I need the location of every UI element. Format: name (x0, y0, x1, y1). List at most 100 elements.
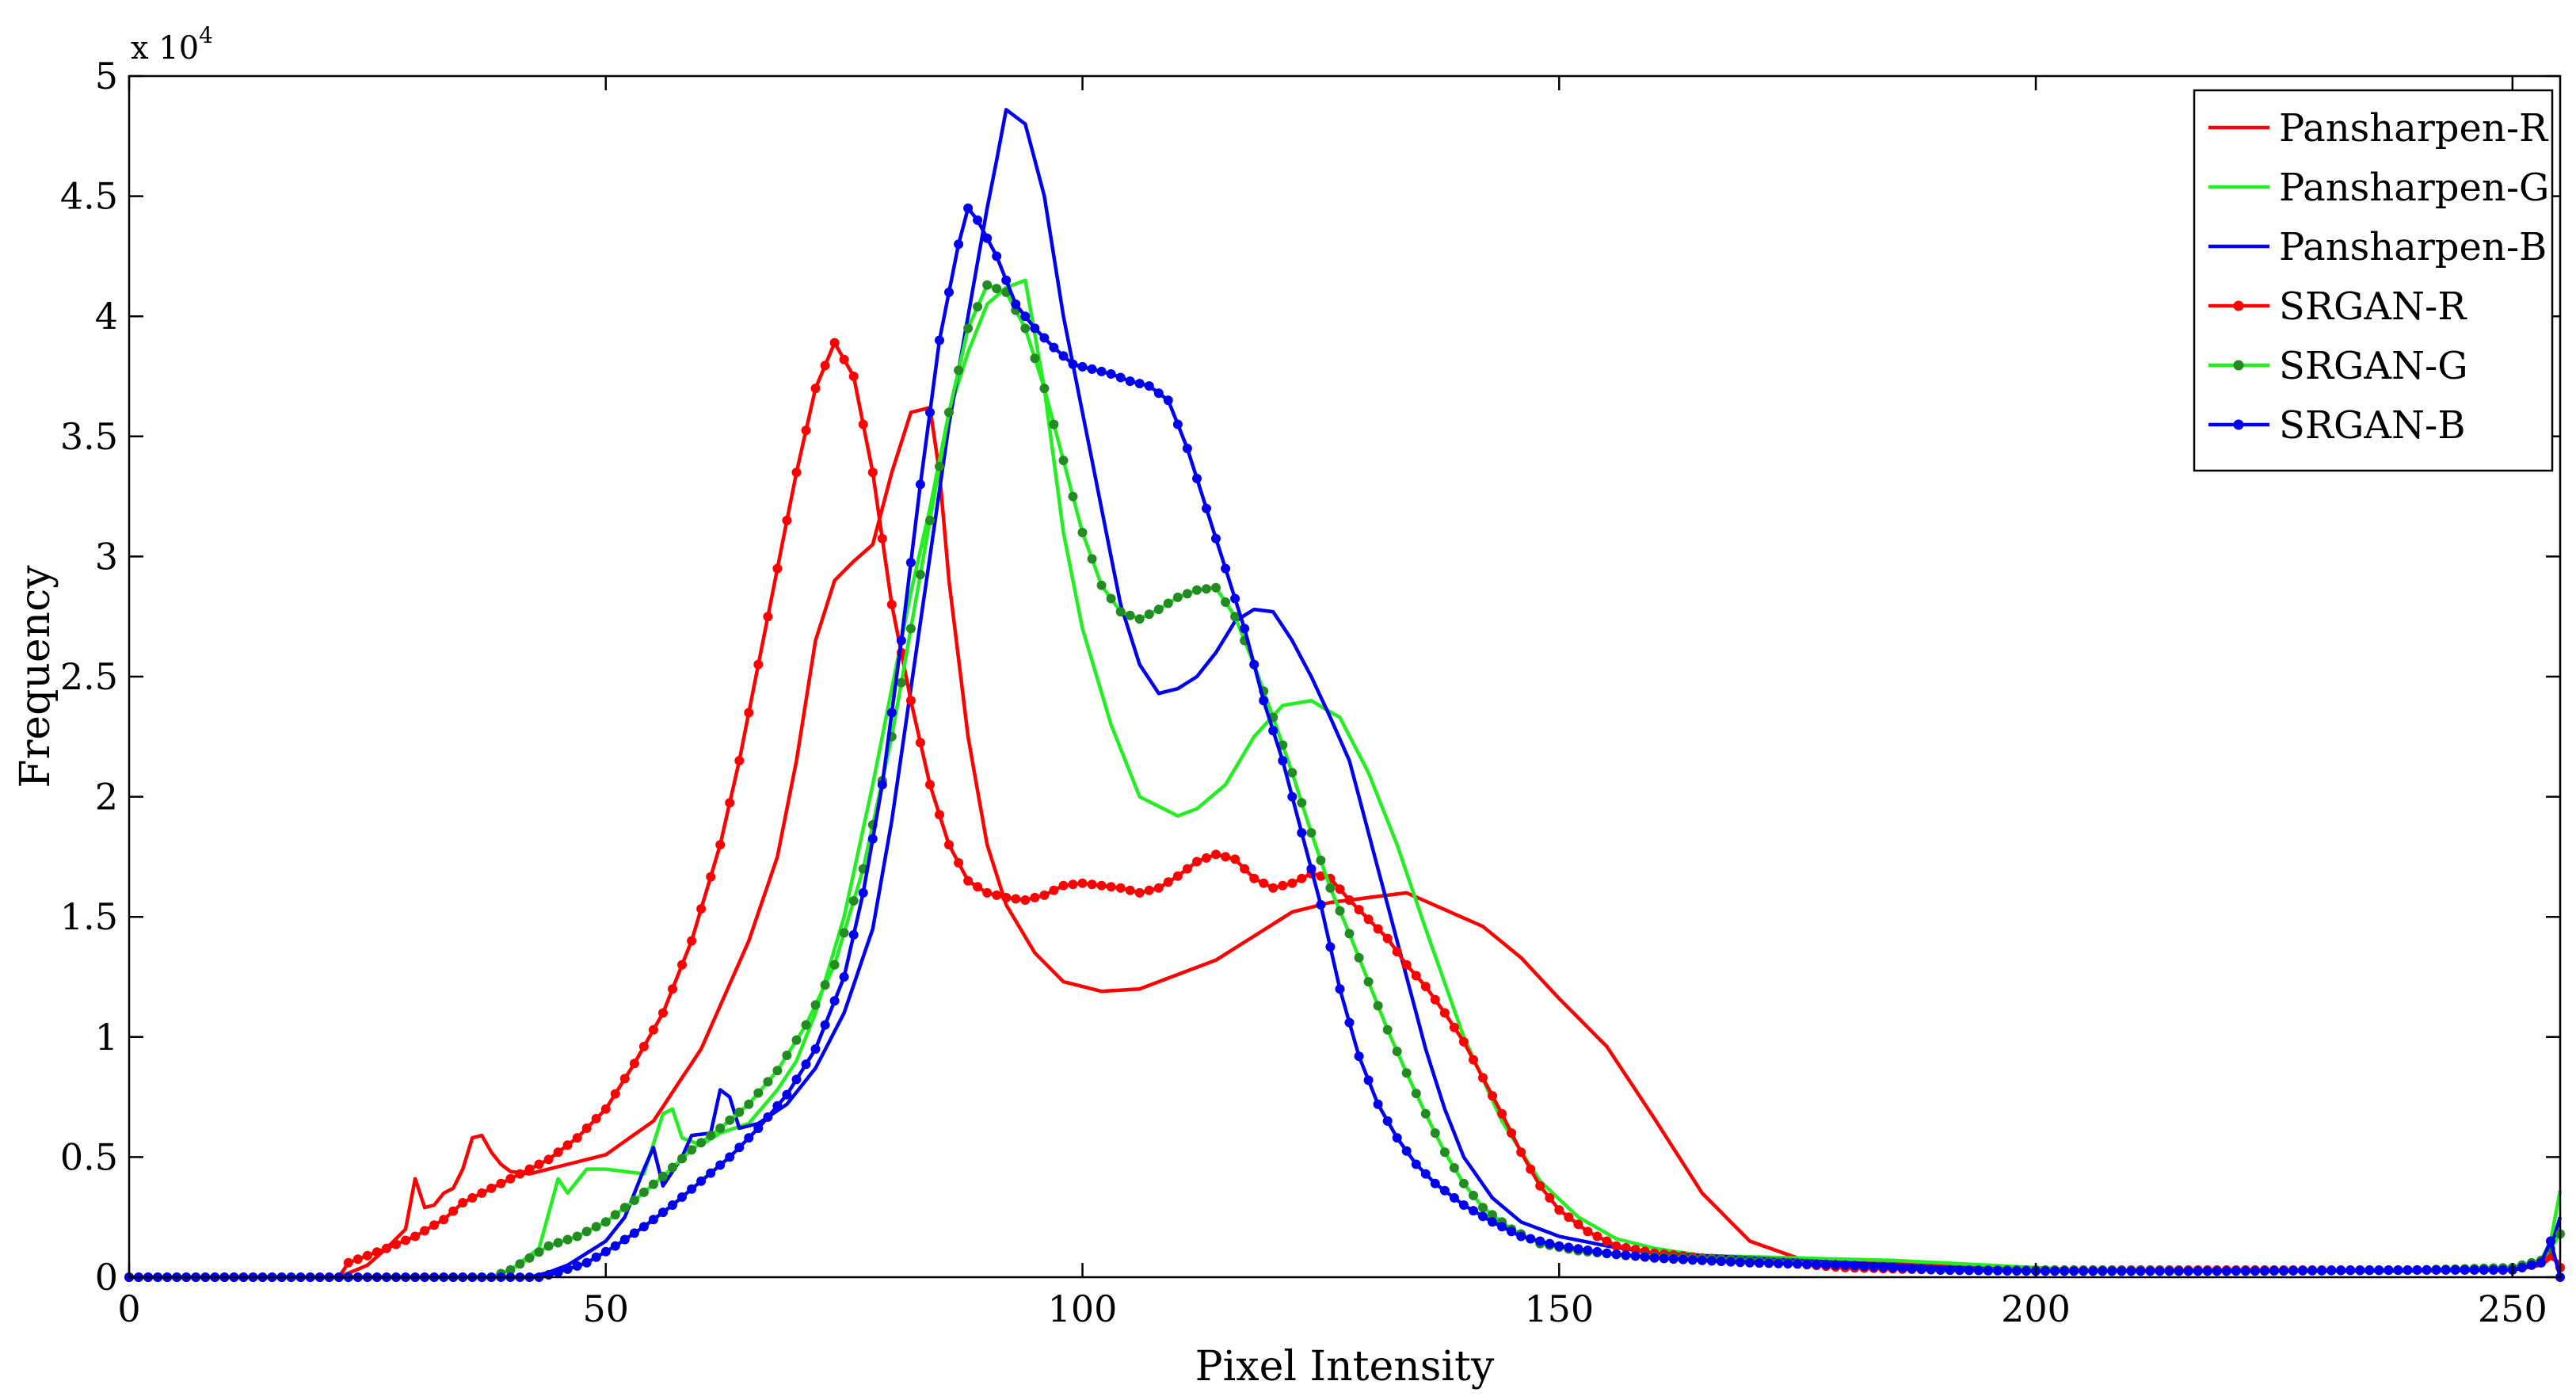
data-point (1716, 1257, 1726, 1266)
data-point (1840, 1260, 1850, 1270)
data-point (973, 882, 983, 892)
data-point (553, 1238, 563, 1248)
data-point (839, 972, 849, 982)
data-point (2240, 1266, 2250, 1276)
legend-item-pansharpen-r: Pansharpen-R (2208, 106, 2549, 151)
data-point (1192, 473, 1202, 483)
data-point (963, 875, 974, 886)
data-point (1001, 892, 1012, 902)
data-point (1935, 1265, 1945, 1275)
data-point (935, 461, 944, 471)
data-point (954, 858, 964, 868)
data-point (696, 1138, 707, 1148)
data-point (1039, 383, 1050, 394)
data-point (1192, 585, 1202, 595)
data-point (1125, 376, 1135, 387)
data-point (886, 600, 897, 609)
data-point (1945, 1265, 1955, 1276)
data-point (1259, 696, 1269, 706)
data-point (1011, 299, 1021, 309)
data-point (581, 1257, 592, 1268)
data-point (1221, 563, 1231, 574)
data-point (2355, 1265, 2365, 1276)
data-point (638, 1222, 649, 1232)
data-point (572, 1231, 582, 1242)
data-point (1354, 905, 1364, 915)
data-point (1211, 849, 1221, 860)
data-point (1211, 533, 1221, 544)
data-point (2469, 1265, 2479, 1275)
data-point (982, 887, 993, 898)
data-point (1182, 864, 1192, 874)
data-point (1153, 883, 1164, 893)
data-point (2488, 1265, 2498, 1275)
data-point (1411, 1089, 1421, 1099)
legend-item-srgan-r: SRGAN-R (2208, 284, 2467, 329)
data-point (915, 738, 925, 748)
data-point (1573, 1244, 1583, 1254)
data-point (610, 1210, 620, 1220)
data-point (2460, 1265, 2470, 1275)
data-point (696, 1176, 707, 1186)
data-point (1344, 929, 1355, 939)
data-point (1011, 894, 1021, 904)
data-point (1630, 1251, 1640, 1261)
data-point (2088, 1266, 2098, 1276)
data-point (524, 1253, 535, 1263)
data-point (973, 215, 983, 225)
data-point (2479, 1265, 2489, 1275)
data-point (867, 467, 878, 478)
data-point (1649, 1253, 1660, 1263)
data-point (2193, 1266, 2203, 1276)
data-point (2365, 1265, 2375, 1276)
data-point (954, 365, 964, 376)
data-point (1621, 1250, 1631, 1261)
data-point (2412, 1265, 2422, 1275)
data-point (1659, 1253, 1669, 1264)
data-point (763, 1077, 773, 1087)
data-point (1363, 1075, 1374, 1085)
data-point (2221, 1266, 2231, 1276)
data-point (848, 372, 859, 381)
data-point (1907, 1264, 1917, 1274)
x-tick-label: 150 (1524, 1287, 1594, 1330)
data-point (648, 1215, 658, 1225)
data-point (543, 1154, 554, 1165)
data-point (791, 1035, 802, 1045)
data-point (2183, 1266, 2193, 1276)
data-point (734, 1107, 745, 1117)
data-point (2279, 1266, 2288, 1276)
data-point (1488, 1091, 1497, 1101)
data-point (715, 840, 726, 850)
data-point (772, 1066, 783, 1076)
tick-layer: 0 50 100 150 200 250 0 0.5 1 1.5 2 2.5 3 3.5 4 4.5 5 (60, 55, 2560, 1330)
data-point (935, 335, 944, 345)
data-point (391, 1239, 401, 1249)
data-point (782, 1089, 792, 1100)
data-point (1458, 1036, 1469, 1047)
data-point (1068, 879, 1078, 890)
data-point (1420, 982, 1431, 992)
data-point (1992, 1265, 2002, 1276)
data-point (1096, 366, 1107, 376)
data-point (687, 1184, 697, 1194)
data-point (1535, 1181, 1545, 1191)
legend-item-srgan-b: SRGAN-B (2208, 403, 2466, 448)
data-point (801, 425, 811, 436)
data-point (439, 1215, 449, 1225)
data-point (658, 1008, 668, 1018)
data-point (877, 533, 887, 544)
data-point (1020, 895, 1031, 905)
y-axis-exponent-base: x 10 (131, 30, 199, 67)
data-point (1583, 1226, 1593, 1237)
data-point (1134, 614, 1145, 624)
data-point (1278, 880, 1288, 891)
data-point (1268, 883, 1278, 893)
data-point (753, 659, 764, 669)
data-point (848, 896, 859, 906)
data-point (1964, 1265, 1974, 1276)
data-point (2202, 1266, 2212, 1276)
data-point (1373, 924, 1383, 934)
data-point (496, 1178, 506, 1188)
